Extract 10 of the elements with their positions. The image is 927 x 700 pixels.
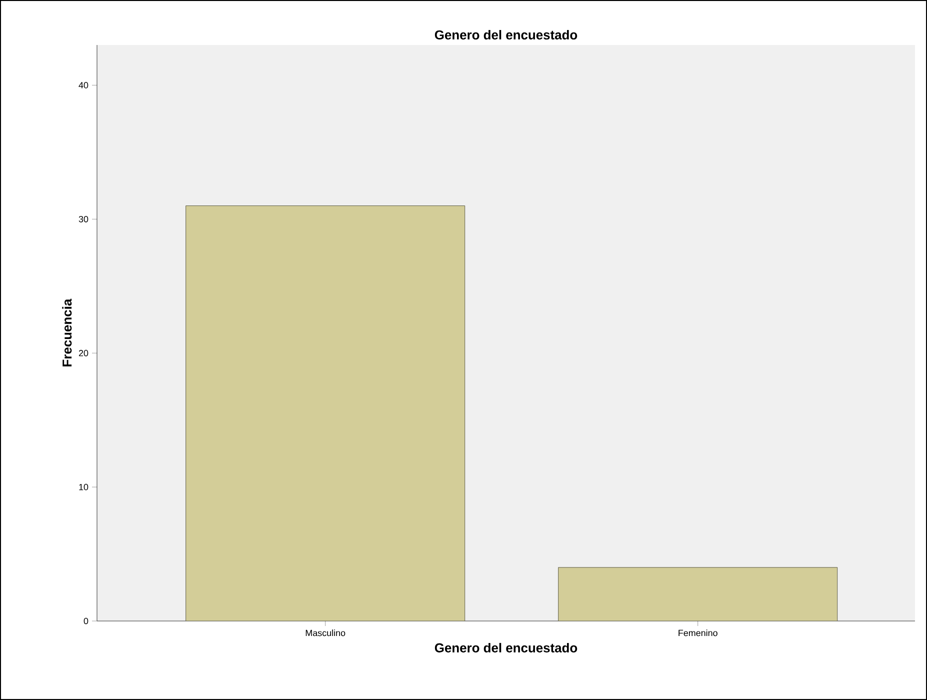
y-tick-label: 0	[84, 618, 88, 624]
x-tick-label: Masculino	[306, 630, 346, 636]
y-tick-label: 20	[78, 350, 88, 356]
y-tick-label: 40	[78, 82, 88, 88]
y-tick-label: 30	[78, 216, 88, 222]
chart-title: Genero del encuestado	[434, 30, 578, 40]
x-tick-label: Femenino	[678, 630, 718, 636]
x-axis-title: Genero del encuestado	[434, 642, 578, 652]
y-axis-title: Frecuencia	[62, 298, 72, 366]
y-tick-label: 10	[79, 484, 88, 490]
